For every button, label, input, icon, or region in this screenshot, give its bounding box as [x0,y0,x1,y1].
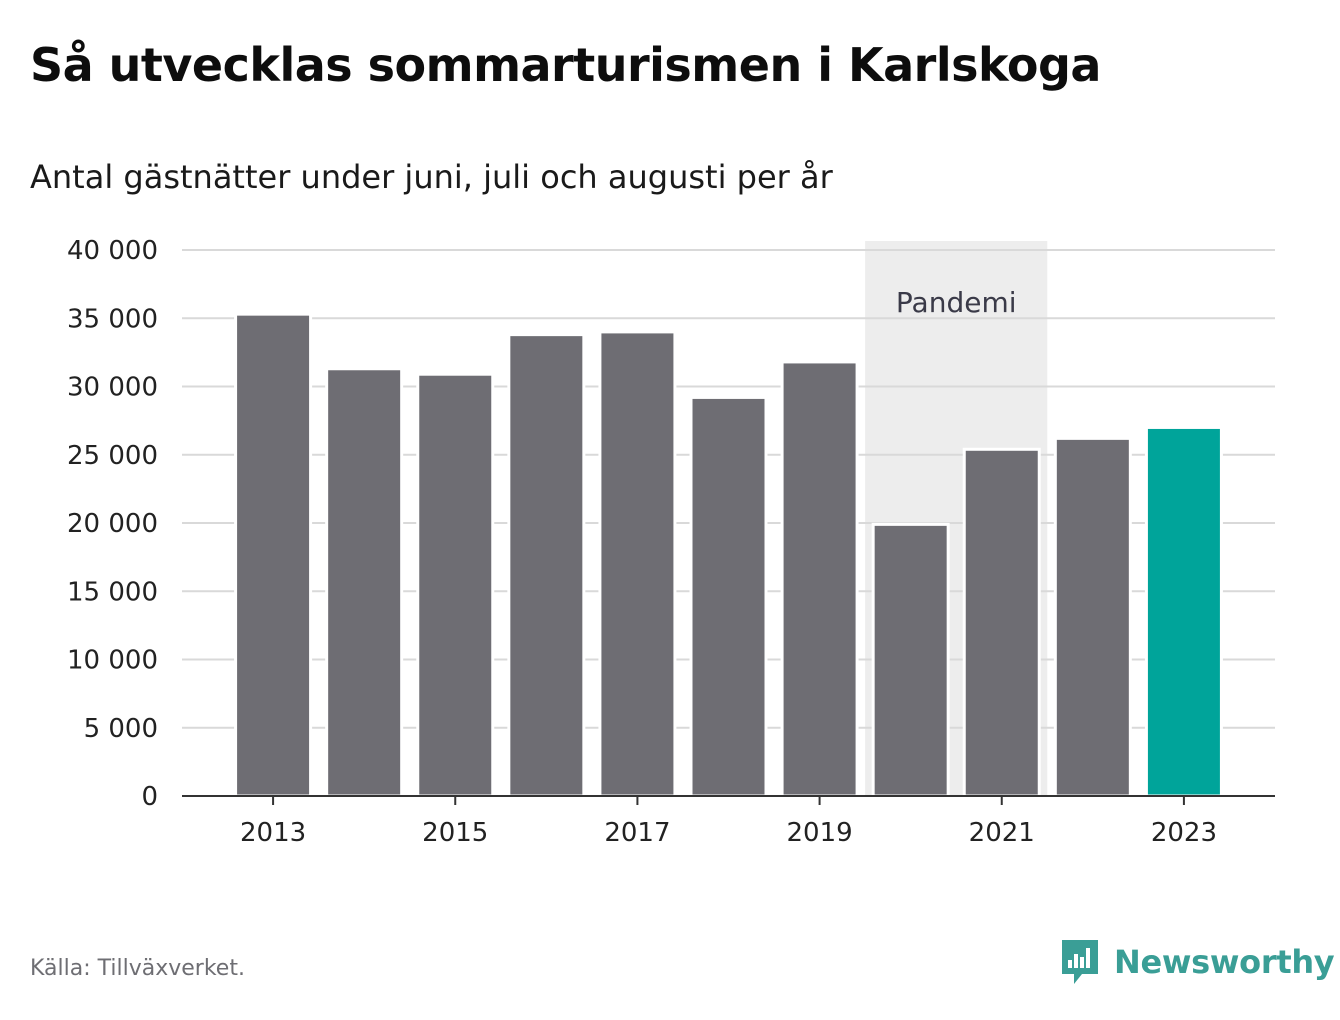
y-tick-label: 20 000 [67,509,158,539]
brand-logo: Newsworthy [1060,938,1335,986]
x-tick-label: 2017 [604,818,670,848]
y-tick-label: 40 000 [67,236,158,266]
x-tick-label: 2023 [1151,818,1217,848]
bar-2013 [234,312,313,798]
bar-2021 [962,447,1041,798]
x-tick-label: 2019 [786,818,852,848]
brand-name: Newsworthy [1114,943,1335,981]
chart-title: Så utvecklas sommarturismen i Karlskoga [30,38,1101,92]
bar-2019 [780,360,859,798]
bar-2014 [325,367,404,798]
x-tick-label: 2013 [240,818,306,848]
y-tick-label: 30 000 [67,373,158,403]
x-tick-label: 2015 [422,818,488,848]
bar-2016 [507,333,586,798]
source-note: Källa: Tillväxverket. [30,956,245,981]
bar-chart: 0 5 000 10 000 15 000 20 000 25 000 30 000 35 0… [67,236,1275,848]
pandemic-label: Pandemi [896,286,1017,319]
bar-2017 [598,330,677,798]
bar-2018 [689,395,768,798]
y-tick-label: 0 [141,782,158,812]
y-tick-label: 15 000 [67,577,158,607]
y-tick-label: 35 000 [67,304,158,334]
y-tick-label: 10 000 [67,646,158,676]
bar-2015 [416,372,495,798]
y-tick-label: 5 000 [84,714,158,744]
bar-2023 [1144,425,1223,798]
y-tick-label: 25 000 [67,441,158,471]
bar-2022 [1053,436,1132,798]
newsworthy-logo-icon [1062,940,1098,984]
bar-2020 [871,522,950,798]
x-tick-label: 2021 [969,818,1035,848]
chart-subtitle: Antal gästnätter under juni, juli och au… [30,158,833,196]
